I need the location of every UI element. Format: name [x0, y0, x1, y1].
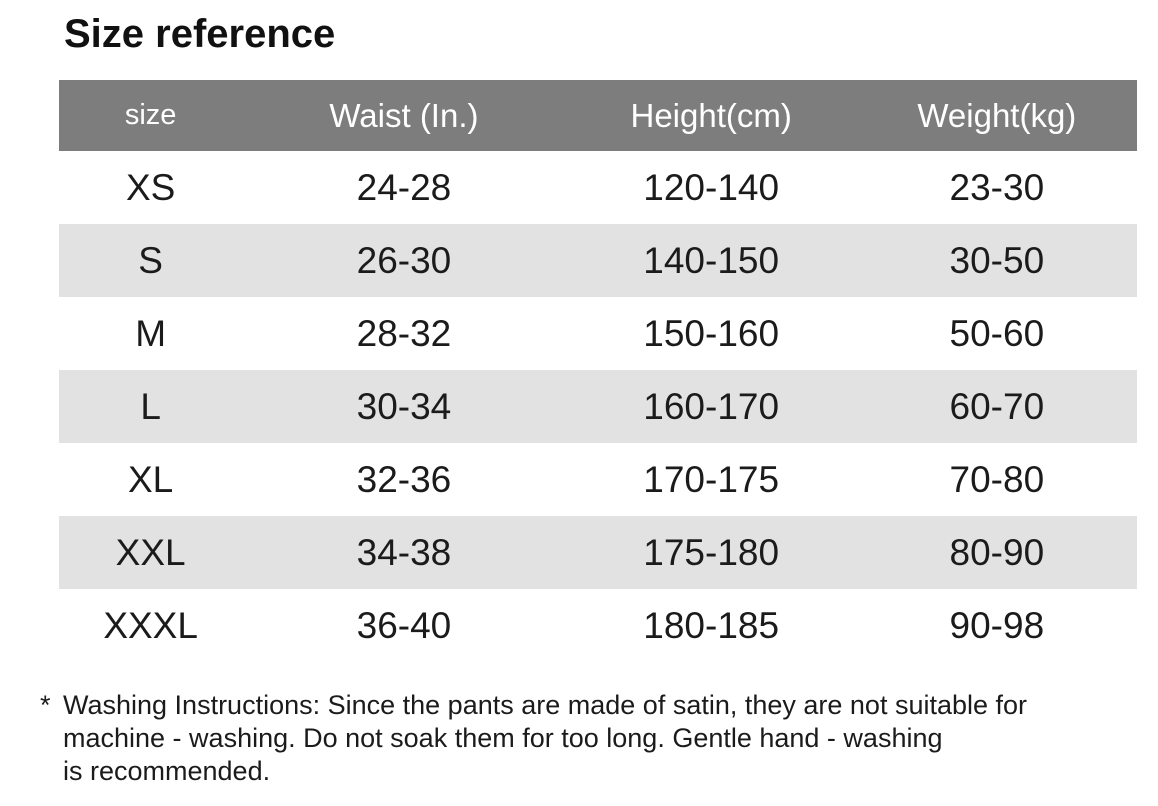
value-cell: 60-70	[949, 385, 1045, 427]
table-row: L 30-34 160-170 60-70	[59, 370, 1137, 443]
column-header: Weight(kg)	[856, 80, 1137, 151]
value-cell: 140-150	[643, 239, 780, 281]
size-cell: XS	[125, 166, 176, 208]
size-cell: XXL	[115, 531, 186, 573]
value-cell: 28-32	[356, 312, 452, 354]
value-cell: 90-98	[949, 604, 1045, 646]
table-row: XS 24-28 120-140 23-30	[59, 151, 1137, 224]
page-title: Size reference	[64, 12, 336, 56]
footnote-marker: *	[40, 690, 51, 720]
value-cell: 36-40	[356, 604, 452, 646]
value-cell: 23-30	[949, 166, 1045, 208]
footnote-line: Washing Instructions: Since the pants ar…	[63, 690, 1028, 720]
column-header: Height(cm)	[565, 80, 857, 151]
value-cell: 50-60	[949, 312, 1045, 354]
table-header-row: size Waist (In.) Height(cm) Weight(kg)	[59, 80, 1137, 151]
table-row: M 28-32 150-160 50-60	[59, 297, 1137, 370]
size-cell: XXXL	[103, 604, 198, 646]
column-header: size	[59, 80, 243, 151]
table-row: XL 32-36 170-175 70-80	[59, 443, 1137, 516]
washing-instructions-note: * Washing Instructions: Since the pants …	[40, 689, 1158, 788]
value-cell: 160-170	[643, 385, 780, 427]
value-cell: 34-38	[356, 531, 452, 573]
size-reference-panel: Size reference size Waist (In.) Height(cm)…	[0, 10, 1158, 788]
value-cell: 32-36	[356, 458, 452, 500]
table-row: XXL 34-38 175-180 80-90	[59, 516, 1137, 589]
size-cell: XL	[127, 458, 174, 500]
value-cell: 26-30	[356, 239, 452, 281]
value-cell: 120-140	[643, 166, 780, 208]
table-row: XXXL 36-40 180-185 90-98	[59, 589, 1137, 662]
column-header: Waist (In.)	[242, 80, 566, 151]
size-cell: M	[135, 312, 167, 354]
table-row: S 26-30 140-150 30-50	[59, 224, 1137, 297]
value-cell: 24-28	[356, 166, 452, 208]
value-cell: 30-50	[949, 239, 1045, 281]
footnote-text: Washing Instructions: Since the pants ar…	[63, 689, 1027, 788]
footnote-line: machine - washing. Do not soak them for …	[63, 723, 943, 753]
footnote-line: is recommended.	[63, 756, 271, 786]
size-cell: L	[140, 385, 161, 427]
size-cell: S	[138, 239, 163, 281]
size-table: size Waist (In.) Height(cm) Weight(kg) XS 24…	[59, 80, 1137, 662]
table-body: XS 24-28 120-140 23-30 S 26-30 140-150 30-50 M 28…	[59, 151, 1137, 662]
value-cell: 30-34	[356, 385, 452, 427]
value-cell: 70-80	[949, 458, 1045, 500]
value-cell: 175-180	[643, 531, 780, 573]
value-cell: 170-175	[643, 458, 780, 500]
value-cell: 80-90	[949, 531, 1045, 573]
value-cell: 150-160	[643, 312, 780, 354]
value-cell: 180-185	[643, 604, 780, 646]
